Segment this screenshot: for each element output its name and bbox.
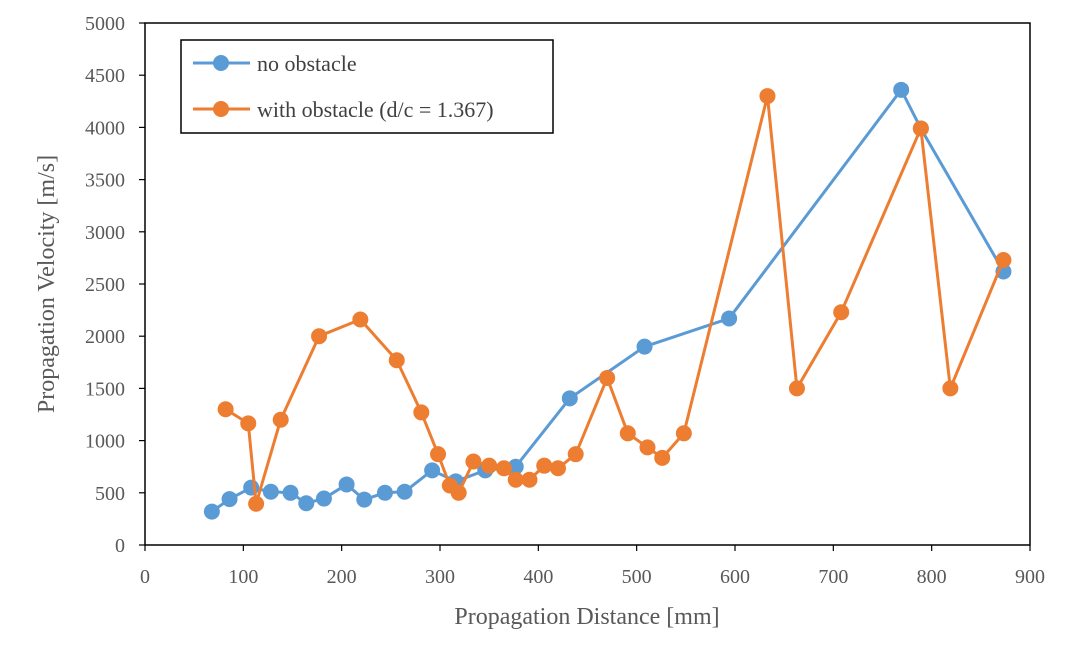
data-point-with-obstacle: [495, 460, 512, 477]
x-axis-ticks: 0 100 200 300 400 500 600 700 800 900: [140, 545, 1045, 588]
data-point-with-obstacle: [352, 311, 369, 328]
x-tick-label: 900: [1015, 566, 1045, 588]
data-point-with-obstacle: [619, 425, 636, 442]
data-point-with-obstacle: [450, 484, 467, 501]
x-tick-label: 0: [140, 566, 150, 588]
data-point-no-obstacle: [221, 491, 238, 508]
data-point-no-obstacle: [315, 490, 332, 507]
data-point-with-obstacle: [639, 439, 656, 456]
data-point-no-obstacle: [721, 310, 738, 327]
legend-marker-with-obstacle: [213, 101, 229, 117]
x-tick-label: 300: [425, 566, 455, 588]
data-point-no-obstacle: [262, 483, 279, 500]
data-point-with-obstacle: [550, 460, 566, 477]
data-point-no-obstacle: [356, 491, 373, 508]
data-point-no-obstacle: [243, 479, 260, 496]
y-tick-label: 1500: [85, 378, 125, 400]
legend-label-no-obstacle: no obstacle: [257, 51, 357, 76]
y-axis-ticks: 0 500 1000 1500 2000 2500 3000 3500 4000 4500 5000: [85, 13, 145, 557]
data-point-no-obstacle: [424, 462, 441, 479]
data-point-with-obstacle: [995, 251, 1012, 268]
y-tick-label: 0: [115, 535, 125, 557]
data-point-with-obstacle: [413, 404, 430, 421]
data-point-no-obstacle: [396, 483, 413, 500]
series-with-obstacle: [217, 88, 1012, 512]
legend-label-with-obstacle: with obstacle (d/c = 1.367): [257, 97, 494, 122]
data-point-with-obstacle: [536, 457, 553, 474]
data-point-with-obstacle: [942, 380, 959, 397]
y-tick-label: 500: [95, 483, 125, 505]
data-point-with-obstacle: [599, 369, 616, 386]
data-point-with-obstacle: [521, 471, 538, 488]
legend-marker-no-obstacle: [213, 55, 229, 71]
y-tick-label: 1000: [85, 431, 125, 453]
x-tick-label: 700: [818, 566, 848, 588]
data-point-with-obstacle: [833, 304, 850, 321]
x-axis-title: Propagation Distance [mm]: [454, 604, 719, 630]
data-point-with-obstacle: [388, 352, 405, 369]
data-point-no-obstacle: [338, 476, 355, 493]
y-axis-title: Propagation Velocity [m/s]: [34, 155, 60, 413]
data-point-with-obstacle: [430, 446, 447, 463]
y-tick-label: 3500: [85, 170, 125, 192]
data-point-no-obstacle: [507, 458, 524, 475]
x-tick-label: 800: [917, 566, 947, 588]
data-point-with-obstacle: [788, 380, 805, 397]
y-tick-label: 5000: [85, 13, 125, 35]
y-tick-label: 3000: [85, 222, 125, 244]
data-point-with-obstacle: [759, 88, 776, 105]
series-layer: [203, 81, 1012, 520]
data-point-no-obstacle: [298, 495, 315, 512]
data-point-no-obstacle: [376, 484, 393, 501]
data-point-no-obstacle: [561, 390, 578, 407]
data-point-with-obstacle: [311, 328, 328, 345]
data-point-with-obstacle: [481, 457, 498, 474]
data-point-with-obstacle: [675, 425, 692, 442]
x-tick-label: 200: [327, 566, 357, 588]
legend: no obstacle with obstacle (d/c = 1.367): [180, 39, 554, 134]
y-tick-label: 4500: [85, 65, 125, 87]
y-tick-label: 2500: [85, 274, 125, 296]
data-point-with-obstacle: [912, 120, 929, 137]
data-point-with-obstacle: [240, 415, 257, 432]
data-point-no-obstacle: [893, 81, 910, 98]
data-point-with-obstacle: [507, 471, 524, 488]
legend-box: [180, 39, 554, 134]
data-point-no-obstacle: [282, 484, 299, 501]
data-point-with-obstacle: [465, 453, 482, 470]
data-point-with-obstacle: [272, 411, 289, 428]
y-tick-label: 4000: [85, 117, 125, 139]
data-point-with-obstacle: [654, 449, 671, 466]
data-point-with-obstacle: [217, 401, 234, 418]
x-tick-label: 500: [622, 566, 652, 588]
x-tick-label: 400: [523, 566, 553, 588]
data-point-with-obstacle: [567, 446, 584, 463]
data-point-no-obstacle: [636, 338, 653, 355]
data-point-with-obstacle: [248, 495, 265, 512]
y-tick-label: 2000: [85, 326, 125, 348]
x-tick-label: 100: [228, 566, 258, 588]
data-point-no-obstacle: [203, 503, 220, 520]
x-tick-label: 600: [720, 566, 750, 588]
